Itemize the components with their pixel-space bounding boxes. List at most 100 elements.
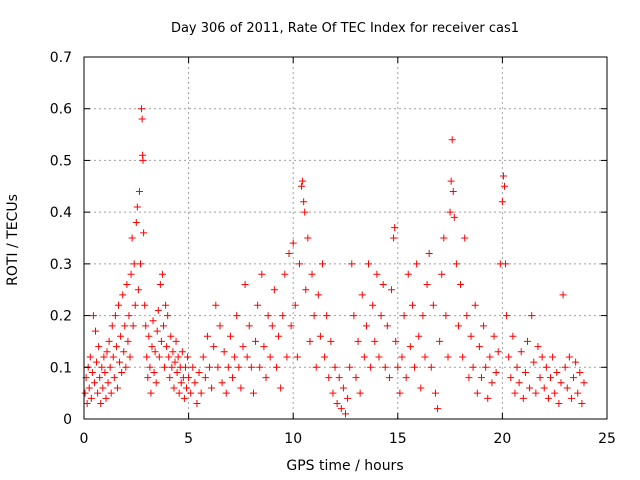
data-point bbox=[115, 301, 123, 309]
data-point bbox=[521, 368, 529, 376]
data-point bbox=[81, 389, 89, 397]
data-point bbox=[385, 374, 393, 382]
data-point bbox=[260, 343, 268, 351]
data-point bbox=[538, 353, 546, 361]
data-point bbox=[532, 389, 540, 397]
data-point bbox=[302, 286, 310, 294]
data-point bbox=[413, 260, 421, 268]
data-point bbox=[431, 389, 439, 397]
data-point bbox=[184, 353, 192, 361]
data-point bbox=[362, 322, 370, 330]
data-point bbox=[119, 291, 127, 299]
data-point bbox=[126, 353, 134, 361]
y-tick-label: 0 bbox=[63, 412, 72, 428]
data-point bbox=[187, 389, 195, 397]
data-point bbox=[421, 353, 429, 361]
chart-title: Day 306 of 2011, Rate Of TEC Index for r… bbox=[171, 21, 519, 36]
data-point bbox=[331, 363, 339, 371]
data-point bbox=[536, 374, 544, 382]
data-point bbox=[222, 389, 230, 397]
data-point bbox=[379, 281, 387, 289]
data-point bbox=[153, 327, 161, 335]
data-point bbox=[216, 322, 224, 330]
data-point bbox=[133, 203, 141, 211]
data-point bbox=[233, 312, 241, 320]
data-point bbox=[181, 363, 189, 371]
data-point bbox=[423, 281, 431, 289]
data-point bbox=[471, 301, 479, 309]
data-point bbox=[369, 301, 377, 309]
data-point bbox=[131, 301, 139, 309]
data-point bbox=[111, 312, 119, 320]
data-point bbox=[461, 234, 469, 242]
tick-labels: 0 5 10 15 20 25 0 0.1 0.2 0.3 0.4 0.5 0.6 0.7 bbox=[50, 50, 616, 447]
data-point bbox=[542, 363, 550, 371]
data-point bbox=[163, 343, 171, 351]
data-point bbox=[454, 322, 462, 330]
data-point bbox=[436, 337, 444, 345]
data-point bbox=[104, 379, 112, 387]
x-tick-label: 5 bbox=[184, 431, 193, 447]
data-point bbox=[373, 270, 381, 278]
x-tick-label: 25 bbox=[598, 431, 616, 447]
data-point bbox=[152, 379, 160, 387]
data-point bbox=[293, 353, 301, 361]
data-point bbox=[258, 270, 266, 278]
data-point bbox=[139, 156, 147, 164]
data-point bbox=[348, 260, 356, 268]
y-tick-label: 0.5 bbox=[50, 153, 72, 169]
y-tick-label: 0.3 bbox=[50, 257, 72, 273]
data-point bbox=[580, 379, 588, 387]
data-point bbox=[534, 343, 542, 351]
data-point bbox=[243, 353, 251, 361]
data-point bbox=[429, 301, 437, 309]
data-point bbox=[191, 379, 199, 387]
data-point bbox=[452, 260, 460, 268]
data-point bbox=[252, 337, 260, 345]
data-points bbox=[81, 105, 588, 418]
data-point bbox=[526, 384, 534, 392]
data-point bbox=[381, 363, 389, 371]
data-point bbox=[490, 332, 498, 340]
x-tick-label: 0 bbox=[80, 431, 89, 447]
data-point bbox=[473, 389, 481, 397]
x-tick-label: 20 bbox=[493, 431, 511, 447]
data-point bbox=[170, 384, 178, 392]
data-point bbox=[175, 389, 183, 397]
data-point bbox=[203, 332, 211, 340]
data-point bbox=[150, 368, 158, 376]
data-point bbox=[167, 332, 175, 340]
data-point bbox=[517, 348, 525, 356]
data-point bbox=[275, 332, 283, 340]
data-point bbox=[563, 384, 571, 392]
data-point bbox=[484, 394, 492, 402]
data-point bbox=[557, 379, 565, 387]
data-point bbox=[218, 379, 226, 387]
data-point bbox=[100, 353, 108, 361]
data-point bbox=[134, 286, 142, 294]
data-point bbox=[128, 234, 136, 242]
data-point bbox=[467, 332, 475, 340]
data-point bbox=[335, 374, 343, 382]
data-point bbox=[300, 198, 308, 206]
data-point bbox=[360, 353, 368, 361]
data-point bbox=[519, 394, 527, 402]
data-point bbox=[391, 224, 399, 232]
data-point bbox=[291, 301, 299, 309]
data-point bbox=[394, 363, 402, 371]
data-point bbox=[185, 374, 193, 382]
data-point bbox=[241, 281, 249, 289]
data-point bbox=[120, 348, 128, 356]
data-point bbox=[206, 363, 214, 371]
data-point bbox=[310, 312, 318, 320]
data-point bbox=[314, 291, 322, 299]
data-point bbox=[174, 353, 182, 361]
data-point bbox=[212, 301, 220, 309]
data-point bbox=[342, 410, 349, 418]
x-tick-label: 10 bbox=[284, 431, 302, 447]
data-point bbox=[404, 270, 412, 278]
data-point bbox=[425, 250, 433, 258]
data-point bbox=[507, 374, 515, 382]
data-point bbox=[95, 343, 103, 351]
